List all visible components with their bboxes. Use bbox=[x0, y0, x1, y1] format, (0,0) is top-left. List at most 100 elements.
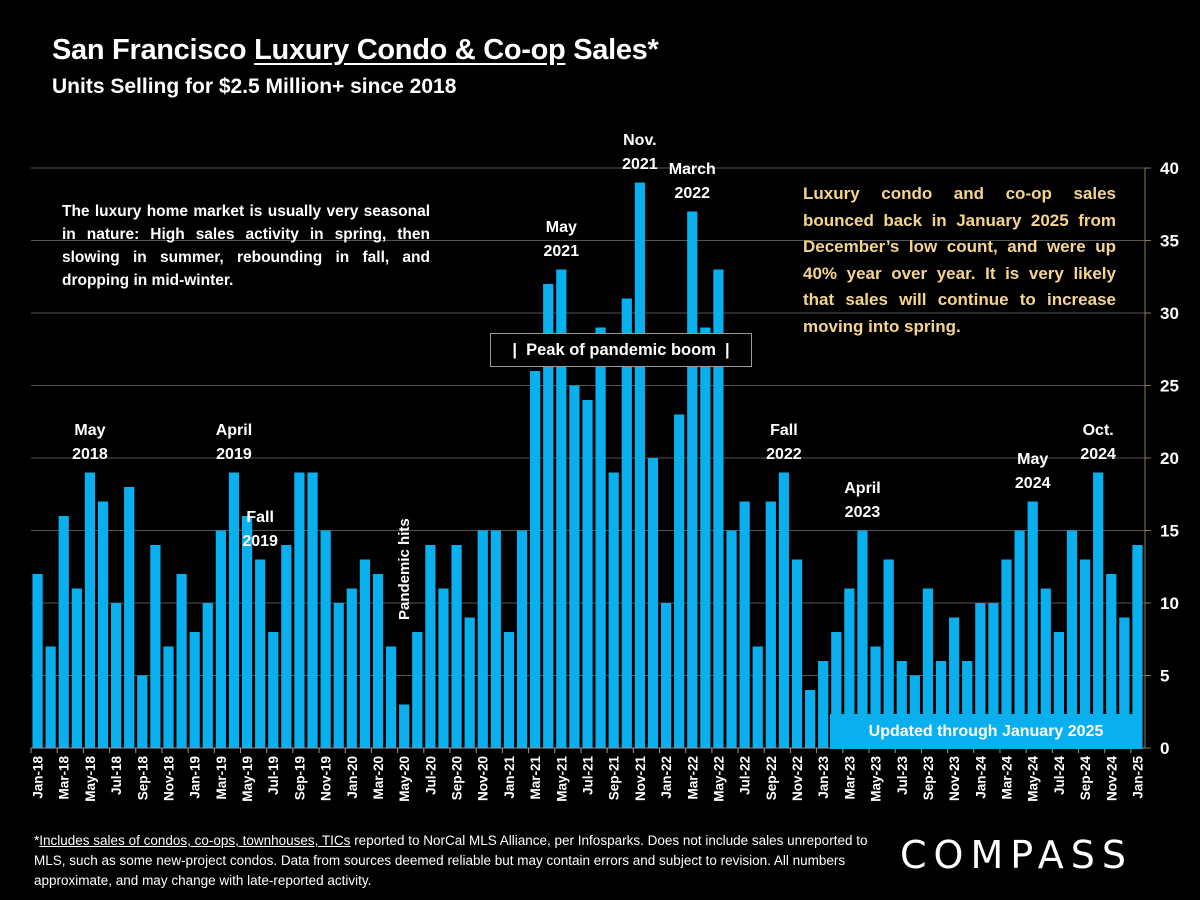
bar bbox=[595, 327, 606, 748]
bar bbox=[1001, 559, 1012, 748]
bar bbox=[189, 632, 200, 748]
bar bbox=[1079, 559, 1091, 748]
x-tick-label: Nov-22 bbox=[790, 756, 805, 801]
bar bbox=[844, 588, 855, 748]
chart-title: San Francisco Luxury Condo & Co-op Sales… bbox=[52, 34, 659, 67]
bars bbox=[32, 182, 1143, 748]
footnote-text: reported to NorCal MLS Alliance, per Inf… bbox=[34, 833, 868, 888]
peak-annotation: April 2019 bbox=[215, 421, 253, 463]
peak-annotation: April 2023 bbox=[844, 479, 881, 521]
bar bbox=[791, 559, 803, 748]
peak-annotation: May 2021 bbox=[543, 218, 580, 260]
x-tick-label: Sep-20 bbox=[450, 756, 465, 800]
bar bbox=[346, 588, 357, 748]
bar bbox=[647, 458, 659, 748]
x-tick-label: Sep-21 bbox=[607, 756, 622, 801]
x-tick-label: Jan-21 bbox=[502, 756, 517, 799]
x-tick-label: Mar-24 bbox=[1000, 756, 1015, 800]
x-tick-label: Nov-24 bbox=[1104, 756, 1119, 802]
bar bbox=[45, 646, 56, 748]
x-tick-label: Jul-21 bbox=[581, 756, 596, 796]
x-tick-label: Jan-22 bbox=[659, 756, 674, 799]
x-tick-label: Jan-19 bbox=[188, 756, 203, 799]
peak-annotation: March 2022 bbox=[668, 160, 716, 202]
bar bbox=[608, 472, 619, 748]
bar bbox=[687, 211, 698, 748]
bar bbox=[739, 501, 750, 748]
bar bbox=[752, 646, 763, 748]
bar bbox=[412, 632, 423, 748]
x-tick-label: Jan-25 bbox=[1130, 756, 1145, 799]
bar bbox=[137, 675, 148, 748]
x-tick-label: Nov-23 bbox=[947, 756, 962, 802]
bar bbox=[503, 632, 515, 748]
bar bbox=[962, 661, 973, 748]
footnote: *Includes sales of condos, co-ops, townh… bbox=[34, 831, 894, 891]
x-tick-label: Mar-20 bbox=[371, 756, 386, 800]
bar bbox=[556, 269, 567, 748]
x-tick-label: Mar-23 bbox=[842, 756, 857, 800]
bar bbox=[111, 603, 122, 748]
peak-annotation: May 2018 bbox=[72, 421, 108, 463]
x-tick-label: Jul-23 bbox=[895, 756, 910, 796]
x-tick-label: Jul-18 bbox=[109, 756, 124, 796]
x-tick-label: Nov-19 bbox=[319, 756, 334, 801]
peak-annotation: Oct. 2024 bbox=[1080, 421, 1116, 463]
bar bbox=[909, 675, 920, 748]
bar bbox=[268, 632, 279, 748]
x-tick-label: Sep-23 bbox=[921, 756, 936, 801]
bar bbox=[831, 632, 842, 748]
bar bbox=[778, 472, 790, 748]
bar bbox=[124, 487, 135, 748]
bar bbox=[765, 501, 776, 748]
x-tick-label: Sep-24 bbox=[1078, 756, 1093, 801]
x-tick-label: Jan-24 bbox=[973, 756, 988, 799]
bar bbox=[150, 545, 161, 748]
y-tick-label: 15 bbox=[1160, 522, 1179, 541]
footnote-asterisk: * bbox=[34, 833, 40, 848]
bar bbox=[58, 516, 69, 748]
x-tick-label: Jul-22 bbox=[738, 756, 753, 795]
title-prefix: San Francisco bbox=[52, 34, 255, 66]
peak-annotation: May 2024 bbox=[1014, 450, 1051, 492]
bar bbox=[84, 472, 96, 748]
bar bbox=[713, 269, 724, 748]
seasonality-note: The luxury home market is usually very s… bbox=[62, 203, 430, 289]
bar bbox=[516, 530, 528, 748]
bar bbox=[569, 385, 580, 748]
x-tick-label: Mar-18 bbox=[57, 756, 72, 800]
pandemic-hits-label: Pandemic hits bbox=[396, 518, 413, 620]
x-tick-label: Jan-23 bbox=[816, 756, 831, 799]
y-tick-label: 35 bbox=[1160, 232, 1179, 251]
bar bbox=[896, 661, 907, 748]
bar bbox=[804, 690, 816, 748]
bar bbox=[660, 603, 672, 748]
x-tick-label: May-18 bbox=[83, 756, 98, 802]
updated-badge: Updated through January 2025 bbox=[830, 714, 1142, 749]
y-tick-label: 5 bbox=[1160, 667, 1169, 686]
y-tick-label: 25 bbox=[1160, 377, 1179, 396]
y-axis: 0 5 10 15 20 25 30 35 40 bbox=[1144, 159, 1179, 758]
x-tick-label: Nov-21 bbox=[633, 756, 648, 802]
bar bbox=[1014, 530, 1025, 748]
x-axis: Jan-18 Mar-18 May-18 Jul-18 Sep-18 Nov-18 Jan-… bbox=[30, 747, 1145, 802]
bar bbox=[582, 400, 593, 748]
x-tick-label: May-20 bbox=[397, 756, 412, 802]
y-tick-label: 10 bbox=[1160, 594, 1179, 613]
bar bbox=[975, 603, 986, 748]
x-tick-label: Jan-20 bbox=[345, 756, 360, 799]
bar bbox=[1066, 530, 1078, 748]
x-tick-label: Mar-22 bbox=[685, 756, 700, 800]
bar bbox=[228, 472, 240, 748]
y-tick-label: 20 bbox=[1160, 449, 1179, 468]
bar bbox=[870, 646, 881, 748]
bar bbox=[307, 472, 318, 748]
x-tick-label: Nov-18 bbox=[161, 756, 176, 802]
bar bbox=[674, 414, 685, 748]
bar bbox=[857, 530, 868, 748]
x-tick-label: Sep-19 bbox=[292, 756, 307, 800]
title-underlined: Luxury Condo & Co-op bbox=[254, 34, 566, 66]
x-tick-label: Sep-22 bbox=[764, 756, 779, 800]
x-tick-label: Sep-18 bbox=[135, 756, 150, 801]
